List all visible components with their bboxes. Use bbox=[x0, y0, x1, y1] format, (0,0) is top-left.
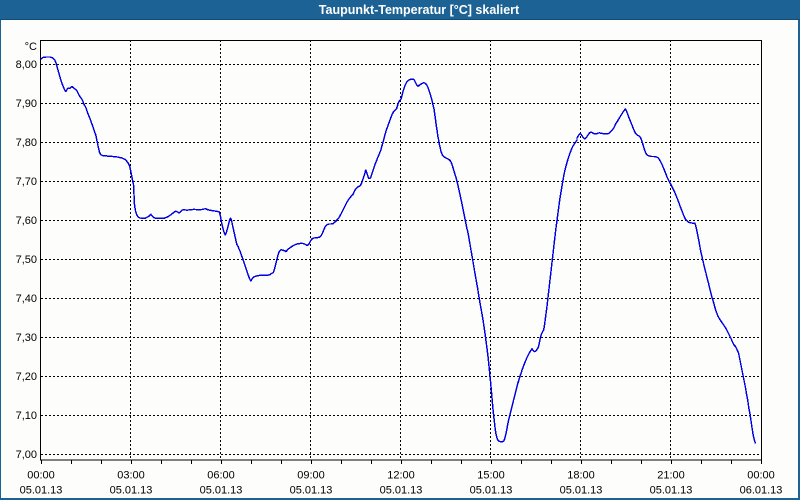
svg-text:7,60: 7,60 bbox=[16, 215, 37, 227]
svg-text:7,40: 7,40 bbox=[16, 293, 37, 305]
svg-text:7,80: 7,80 bbox=[16, 137, 37, 149]
svg-text:05.01.13: 05.01.13 bbox=[200, 485, 243, 497]
svg-text:06:00: 06:00 bbox=[207, 470, 235, 482]
svg-text:05.01.13: 05.01.13 bbox=[20, 485, 63, 497]
svg-text:05.01.13: 05.01.13 bbox=[470, 485, 513, 497]
svg-text:7,30: 7,30 bbox=[16, 332, 37, 344]
svg-text:7,90: 7,90 bbox=[16, 98, 37, 110]
svg-text:°C: °C bbox=[25, 41, 37, 53]
svg-text:21:00: 21:00 bbox=[657, 470, 685, 482]
svg-text:7,20: 7,20 bbox=[16, 371, 37, 383]
svg-text:7,70: 7,70 bbox=[16, 176, 37, 188]
svg-text:7,50: 7,50 bbox=[16, 254, 37, 266]
svg-text:05.01.13: 05.01.13 bbox=[650, 485, 693, 497]
svg-text:8,00: 8,00 bbox=[16, 59, 37, 71]
svg-text:7,10: 7,10 bbox=[16, 410, 37, 422]
svg-text:00:00: 00:00 bbox=[27, 470, 55, 482]
svg-text:00:00: 00:00 bbox=[747, 470, 775, 482]
svg-text:03:00: 03:00 bbox=[117, 470, 145, 482]
svg-text:7,00: 7,00 bbox=[16, 449, 37, 461]
svg-text:18:00: 18:00 bbox=[567, 470, 595, 482]
svg-text:05.01.13: 05.01.13 bbox=[560, 485, 603, 497]
svg-text:05.01.13: 05.01.13 bbox=[380, 485, 423, 497]
svg-text:15:00: 15:00 bbox=[477, 470, 505, 482]
svg-text:05.01.13: 05.01.13 bbox=[110, 485, 153, 497]
svg-text:09:00: 09:00 bbox=[297, 470, 325, 482]
svg-text:05.01.13: 05.01.13 bbox=[290, 485, 333, 497]
svg-text:06.01.13: 06.01.13 bbox=[740, 485, 783, 497]
svg-text:12:00: 12:00 bbox=[387, 470, 415, 482]
